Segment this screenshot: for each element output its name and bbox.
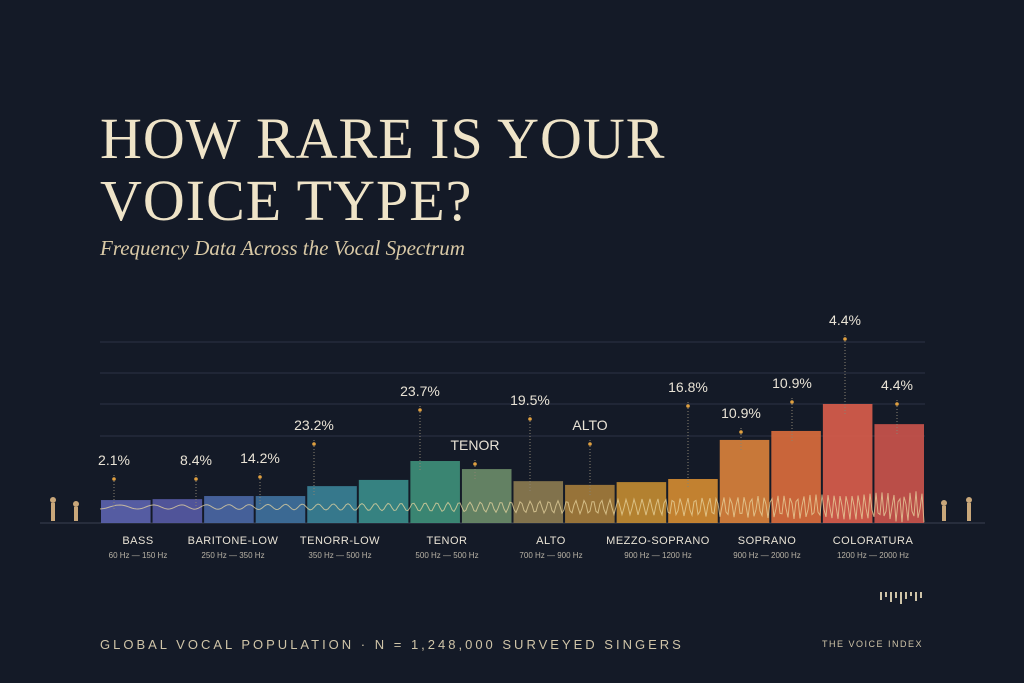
group-label: MEZZO-SOPRANO — [606, 535, 710, 547]
data-annotation: 8.4% — [180, 452, 212, 468]
leader-dot — [588, 442, 592, 446]
data-annotation: ALTO — [572, 417, 607, 433]
leader-dot — [895, 402, 899, 406]
title: HOW RARE IS YOUR — [100, 106, 665, 171]
bar — [152, 499, 203, 523]
leader-dot — [843, 337, 847, 341]
bar — [410, 461, 460, 523]
group-label: COLORATURA — [833, 535, 914, 547]
figures — [50, 497, 972, 521]
data-annotation: 23.2% — [294, 417, 334, 433]
data-annotation: 23.7% — [400, 383, 440, 399]
data-annotation: 10.9% — [772, 375, 812, 391]
footer: GLOBAL VOCAL POPULATION · N = 1,248,000 … — [100, 637, 684, 652]
leader-dot — [258, 475, 262, 479]
title: VOICE TYPE? — [100, 168, 472, 233]
bar — [513, 481, 564, 523]
group-range: 900 Hz — 1200 Hz — [624, 551, 692, 560]
bar — [358, 479, 409, 523]
bar — [719, 439, 770, 523]
leader-dot — [686, 404, 690, 408]
leader-dot — [194, 477, 198, 481]
bar — [204, 496, 254, 523]
subtitle: Frequency Data Across the Vocal Spectrum — [99, 236, 465, 260]
bar — [874, 424, 924, 523]
leader-dot — [112, 477, 116, 481]
group-range: 1200 Hz — 2000 Hz — [837, 551, 909, 560]
data-annotation: 2.1% — [98, 452, 130, 468]
group-range: 250 Hz — 350 Hz — [201, 551, 264, 560]
group-label: TENOR — [427, 535, 468, 547]
group-range: 60 Hz — 150 Hz — [109, 551, 168, 560]
data-annotation: 10.9% — [721, 405, 761, 421]
leader-dot — [528, 417, 532, 421]
bar — [565, 484, 615, 523]
leader-dot — [739, 430, 743, 434]
waveform — [99, 491, 925, 523]
data-annotation: 4.4% — [829, 312, 861, 328]
group-range: 700 Hz — 900 Hz — [519, 551, 582, 560]
logo — [880, 592, 922, 604]
group-range: 900 Hz — 2000 Hz — [733, 551, 801, 560]
group-label: SOPRANO — [738, 535, 797, 547]
leader-dot — [473, 462, 477, 466]
data-annotation: 19.5% — [510, 392, 550, 408]
group-range: 500 Hz — 500 Hz — [415, 551, 478, 560]
data-annotation: 14.2% — [240, 450, 280, 466]
data-annotation: 4.4% — [881, 377, 913, 393]
bar — [771, 430, 821, 523]
leader-dot — [418, 408, 422, 412]
leader-dot — [790, 400, 794, 404]
data-annotation: 16.8% — [668, 379, 708, 395]
bar — [461, 469, 512, 523]
data-annotation: TENOR — [451, 437, 500, 453]
group-range: 350 Hz — 500 Hz — [308, 551, 371, 560]
group-label: ALTO — [536, 535, 566, 547]
group-label: TENORR-LOW — [300, 535, 380, 547]
bar — [255, 496, 306, 523]
brand: THE VOICE INDEX — [822, 639, 923, 649]
group-label: BARITONE-LOW — [188, 535, 279, 547]
group-label: BASS — [122, 535, 153, 547]
bar — [101, 500, 151, 523]
leader-dot — [312, 442, 316, 446]
